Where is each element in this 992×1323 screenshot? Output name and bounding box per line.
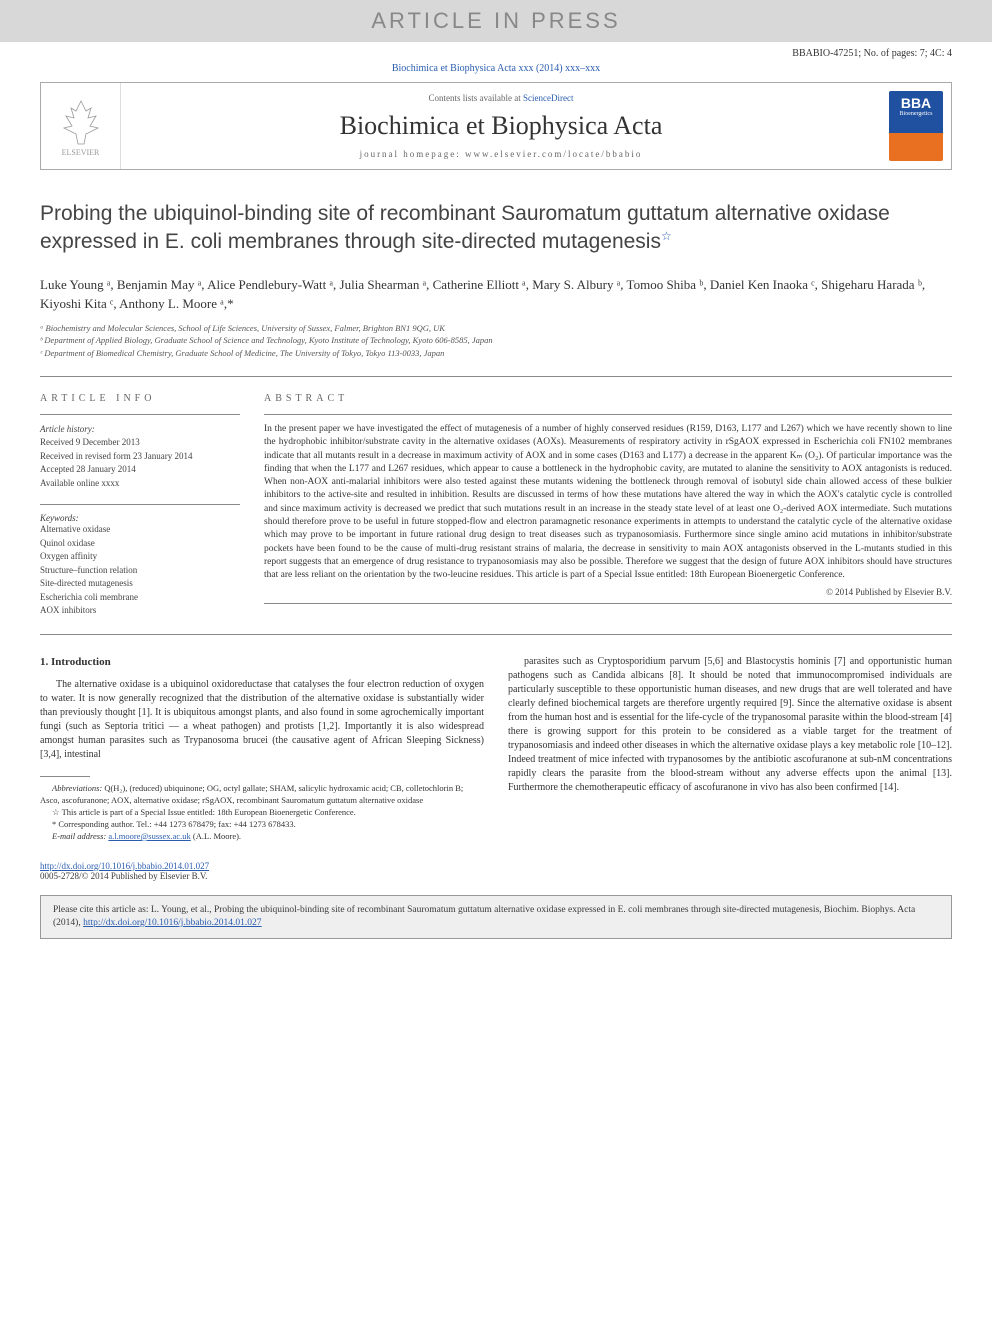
right-column: parasites such as Cryptosporidium parvum…	[508, 655, 952, 843]
article-info-heading: ARTICLE INFO	[40, 393, 240, 404]
doi-block: http://dx.doi.org/10.1016/j.bbabio.2014.…	[0, 853, 992, 889]
email-label: E-mail address:	[52, 831, 108, 841]
affiliation-a: ᵃ Biochemistry and Molecular Sciences, S…	[40, 322, 952, 335]
article-history: Article history: Received 9 December 201…	[40, 423, 240, 491]
journal-title: Biochimica et Biophysica Acta	[141, 111, 861, 141]
elsevier-tree-icon	[56, 96, 106, 146]
elsevier-label: ELSEVIER	[62, 148, 100, 157]
citation-line: Biochimica et Biophysica Acta xxx (2014)…	[0, 61, 992, 82]
divider	[40, 414, 240, 415]
contents-list-text: Contents lists available at	[429, 93, 523, 103]
abbrev-text: Q(H₂), (reduced) ubiquinone; OG, octyl g…	[40, 783, 463, 805]
elsevier-logo: ELSEVIER	[41, 83, 121, 169]
history-online: Available online xxxx	[40, 477, 240, 491]
doi-link[interactable]: http://dx.doi.org/10.1016/j.bbabio.2014.…	[40, 861, 209, 871]
bba-logo-subtitle: Bioenergetics	[889, 111, 943, 117]
article-title: Probing the ubiquinol-binding site of re…	[0, 170, 992, 261]
corresponding-author-footnote: * Corresponding author. Tel.: +44 1273 6…	[40, 819, 484, 831]
divider	[40, 634, 952, 635]
affiliation-b: ᵇ Department of Applied Biology, Graduat…	[40, 334, 952, 347]
journal-header: ELSEVIER Contents lists available at Sci…	[40, 82, 952, 170]
divider	[40, 376, 952, 377]
left-column: 1. Introduction The alternative oxidase …	[40, 655, 484, 843]
bba-cover-logo: BBA Bioenergetics	[881, 83, 951, 169]
special-issue-footnote: ☆ This article is part of a Special Issu…	[40, 807, 484, 819]
history-revised: Received in revised form 23 January 2014	[40, 450, 240, 464]
abstract-text: In the present paper we have investigate…	[264, 423, 952, 583]
journal-center-block: Contents lists available at ScienceDirec…	[121, 83, 881, 169]
article-in-press-banner: ARTICLE IN PRESS	[0, 0, 992, 42]
footnotes: Abbreviations: Q(H₂), (reduced) ubiquino…	[40, 783, 484, 842]
article-id: BBABIO-47251; No. of pages: 7; 4C: 4	[0, 42, 992, 61]
issn-line: 0005-2728/© 2014 Published by Elsevier B…	[40, 871, 207, 881]
abstract-heading: ABSTRACT	[264, 393, 952, 404]
keywords-label: Keywords:	[40, 513, 240, 523]
divider	[264, 603, 952, 604]
footnote-separator	[40, 776, 90, 777]
divider	[264, 414, 952, 415]
history-accepted: Accepted 28 January 2014	[40, 463, 240, 477]
title-text: Probing the ubiquinol-binding site of re…	[40, 202, 890, 253]
journal-homepage: journal homepage: www.elsevier.com/locat…	[141, 149, 861, 159]
copyright-line: © 2014 Published by Elsevier B.V.	[264, 587, 952, 597]
intro-paragraph-2: parasites such as Cryptosporidium parvum…	[508, 655, 952, 795]
history-received: Received 9 December 2013	[40, 436, 240, 450]
affiliation-c: ᶜ Department of Biomedical Chemistry, Gr…	[40, 347, 952, 360]
title-star-icon: ☆	[661, 229, 672, 243]
contents-list-line: Contents lists available at ScienceDirec…	[141, 93, 861, 103]
intro-paragraph-1: The alternative oxidase is a ubiquinol o…	[40, 678, 484, 762]
cite-doi-link[interactable]: http://dx.doi.org/10.1016/j.bbabio.2014.…	[83, 918, 261, 928]
body-columns: 1. Introduction The alternative oxidase …	[0, 641, 992, 853]
abbrev-label: Abbreviations:	[52, 783, 102, 793]
email-after: (A.L. Moore).	[191, 831, 241, 841]
intro-heading: 1. Introduction	[40, 655, 484, 670]
article-info-column: ARTICLE INFO Article history: Received 9…	[40, 393, 240, 618]
abstract-column: ABSTRACT In the present paper we have in…	[264, 393, 952, 618]
abbreviations-footnote: Abbreviations: Q(H₂), (reduced) ubiquino…	[40, 783, 484, 807]
keywords-list: Alternative oxidase Quinol oxidase Oxyge…	[40, 523, 240, 618]
affiliations: ᵃ Biochemistry and Molecular Sciences, S…	[0, 320, 992, 370]
history-label: Article history:	[40, 423, 240, 437]
info-abstract-row: ARTICLE INFO Article history: Received 9…	[0, 383, 992, 628]
email-footnote: E-mail address: a.l.moore@sussex.ac.uk (…	[40, 831, 484, 843]
email-link[interactable]: a.l.moore@sussex.ac.uk	[108, 831, 190, 841]
divider	[40, 504, 240, 505]
cite-this-box: Please cite this article as: L. Young, e…	[40, 895, 952, 940]
authors-list: Luke Young ᵃ, Benjamin May ᵃ, Alice Pend…	[0, 261, 992, 320]
sciencedirect-link[interactable]: ScienceDirect	[523, 93, 573, 103]
bba-logo-text: BBA	[889, 95, 943, 111]
